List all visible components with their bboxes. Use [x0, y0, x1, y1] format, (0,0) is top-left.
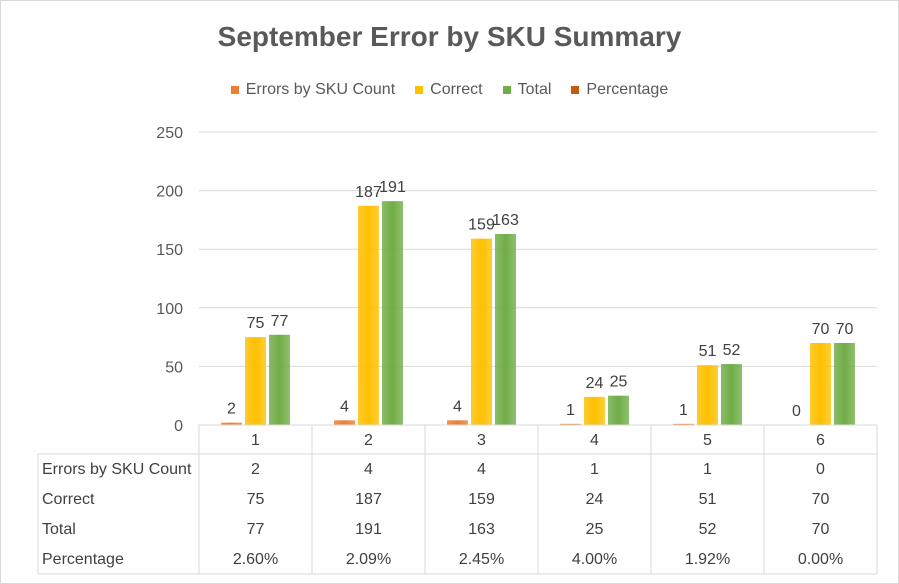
data-label-total: 25 [610, 374, 628, 391]
legend-label: Correct [430, 81, 483, 98]
table-row-label: Total [42, 521, 76, 538]
table-cell: 159 [468, 491, 495, 508]
data-label-correct: 51 [699, 343, 717, 360]
bar-total [382, 201, 403, 425]
table-cell: 2.09% [346, 551, 391, 568]
table-cell: 2.45% [459, 551, 504, 568]
x-tick-label: 6 [816, 432, 825, 449]
legend-item-total: Total [502, 81, 552, 99]
data-label-correct: 24 [586, 375, 604, 392]
table-cell: 52 [699, 521, 717, 538]
legend-item-errors-by-sku-count: Errors by SKU Count [230, 81, 396, 99]
table-cell: 0 [816, 461, 825, 478]
x-tick-label: 4 [590, 432, 599, 449]
data-label-total: 70 [836, 321, 854, 338]
legend-label: Errors by SKU Count [245, 81, 396, 98]
table-row-label: Errors by SKU Count [42, 461, 192, 478]
data-label-total: 191 [379, 179, 406, 196]
table-cell: 4 [477, 461, 486, 478]
data-label-errors-by-sku-count: 1 [566, 402, 575, 419]
data-label-errors-by-sku-count: 0 [792, 403, 801, 420]
table-cell: 187 [355, 491, 382, 508]
data-label-total: 77 [271, 313, 289, 330]
table-cell: 0.00% [798, 551, 843, 568]
bar-errors-by-sku-count [673, 423, 694, 425]
legend-swatch [230, 86, 239, 94]
bar-correct [697, 365, 718, 425]
bar-correct [810, 342, 831, 425]
table-cell: 51 [699, 491, 717, 508]
table-cell: 25 [586, 521, 604, 538]
legend-item-correct: Correct [415, 81, 483, 99]
legend-swatch [571, 86, 580, 94]
bar-errors-by-sku-count [447, 420, 468, 425]
bar-correct [245, 337, 266, 425]
data-label-correct: 75 [247, 315, 265, 332]
legend-swatch [502, 86, 511, 94]
y-tick-label: 50 [165, 359, 183, 376]
bar-total [834, 342, 855, 425]
table-cell: 2 [251, 461, 260, 478]
y-tick-label: 100 [156, 301, 183, 318]
bar-total [608, 395, 629, 425]
y-tick-label: 200 [156, 184, 183, 201]
data-label-total: 52 [723, 342, 741, 359]
data-label-errors-by-sku-count: 1 [679, 402, 688, 419]
legend: Errors by SKU Count Correct Total Percentag… [1, 81, 898, 99]
table-cell: 191 [355, 521, 382, 538]
table-cell: 1.92% [685, 551, 730, 568]
bar-correct [471, 238, 492, 425]
data-label-correct: 159 [468, 217, 495, 234]
table-cell: 1 [703, 461, 712, 478]
bar-errors-by-sku-count [221, 422, 242, 425]
table-cell: 163 [468, 521, 495, 538]
table-row-label: Correct [42, 491, 95, 508]
bar-errors-by-sku-count [560, 423, 581, 425]
legend-item-percentage: Percentage [571, 81, 668, 99]
table-cell: 70 [812, 491, 830, 508]
table-cell: 4 [364, 461, 373, 478]
data-label-correct: 70 [812, 321, 830, 338]
table-cell: 70 [812, 521, 830, 538]
table-cell: 4.00% [572, 551, 617, 568]
data-label-total: 163 [492, 212, 519, 229]
table-row-label: Percentage [42, 551, 124, 568]
bar-total [721, 364, 742, 425]
bar-errors-by-sku-count [334, 420, 355, 425]
y-tick-label: 150 [156, 242, 183, 259]
x-tick-label: 1 [251, 432, 260, 449]
x-tick-label: 5 [703, 432, 712, 449]
legend-label: Percentage [586, 81, 669, 98]
y-tick-label: 0 [174, 418, 183, 435]
x-tick-label: 2 [364, 432, 373, 449]
y-tick-label: 250 [156, 125, 183, 142]
bar-total [269, 334, 290, 425]
data-label-errors-by-sku-count: 4 [453, 398, 462, 415]
data-label-errors-by-sku-count: 2 [227, 401, 236, 418]
chart-title: September Error by SKU Summary [217, 21, 682, 52]
data-label-correct: 187 [355, 184, 382, 201]
bar-correct [584, 396, 605, 425]
bar-correct [358, 205, 379, 425]
table-cell: 24 [586, 491, 604, 508]
bar-total [495, 233, 516, 425]
table-cell: 2.60% [233, 551, 278, 568]
legend-label: Total [517, 81, 552, 98]
data-label-errors-by-sku-count: 4 [340, 398, 349, 415]
legend-swatch [415, 86, 424, 94]
x-tick-label: 3 [477, 432, 486, 449]
table-cell: 77 [247, 521, 265, 538]
table-cell: 75 [247, 491, 265, 508]
table-cell: 1 [590, 461, 599, 478]
